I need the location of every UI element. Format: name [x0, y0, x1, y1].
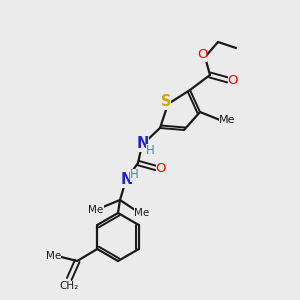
Text: O: O: [156, 161, 166, 175]
Text: O: O: [228, 74, 238, 86]
Text: Me: Me: [134, 208, 150, 218]
Text: CH₂: CH₂: [60, 281, 79, 291]
Text: O: O: [197, 49, 207, 62]
Text: H: H: [146, 143, 154, 157]
Text: Me: Me: [219, 115, 235, 125]
Text: Me: Me: [88, 205, 104, 215]
Text: H: H: [130, 169, 138, 182]
Text: N: N: [137, 136, 149, 152]
Text: N: N: [121, 172, 133, 188]
Text: Me: Me: [46, 251, 61, 261]
Text: S: S: [161, 94, 171, 110]
